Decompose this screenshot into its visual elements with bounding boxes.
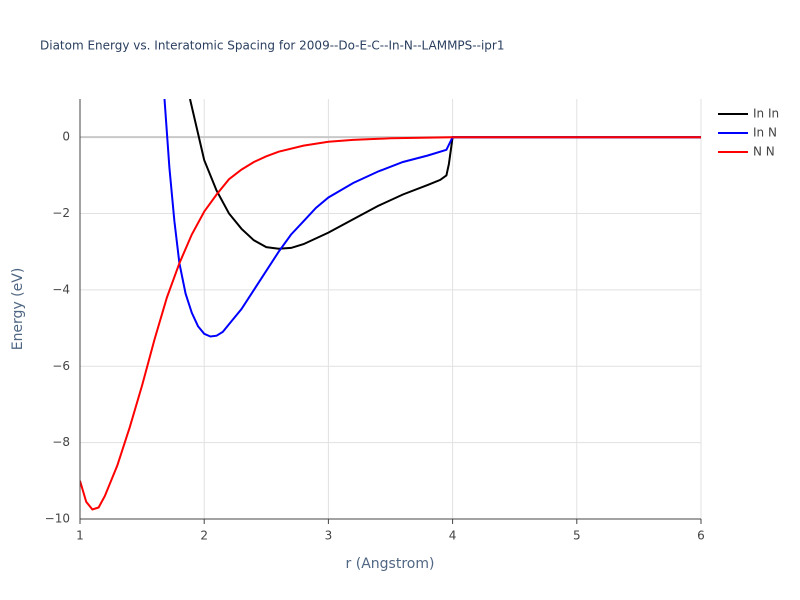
y-tick-label: −2 — [52, 206, 70, 220]
plot-area — [80, 99, 701, 511]
y-tick-label: 0 — [62, 130, 70, 144]
legend-label: In N — [753, 126, 777, 140]
line-series — [189, 99, 701, 250]
x-axis-title: r (Angstrom) — [346, 556, 435, 572]
y-tick-label: −4 — [52, 282, 70, 296]
legend-label: In In — [753, 107, 779, 121]
grid — [79, 99, 702, 520]
y-tick-label: −6 — [52, 359, 70, 373]
x-tick-label: 6 — [697, 529, 705, 543]
y-tick-label: −8 — [52, 435, 70, 449]
legend-label: N N — [753, 145, 775, 159]
x-tick-label: 5 — [573, 529, 581, 543]
x-tick-label: 4 — [449, 529, 457, 543]
y-tick-label: −10 — [45, 512, 70, 526]
x-tick-label: 2 — [200, 529, 208, 543]
line-series — [80, 136, 701, 511]
line-series — [163, 99, 701, 338]
chart-title: Diatom Energy vs. Interatomic Spacing fo… — [40, 39, 504, 53]
y-axis-title: Energy (eV) — [10, 268, 26, 351]
x-tick-label: 1 — [76, 529, 84, 543]
x-tick-label: 3 — [325, 529, 333, 543]
